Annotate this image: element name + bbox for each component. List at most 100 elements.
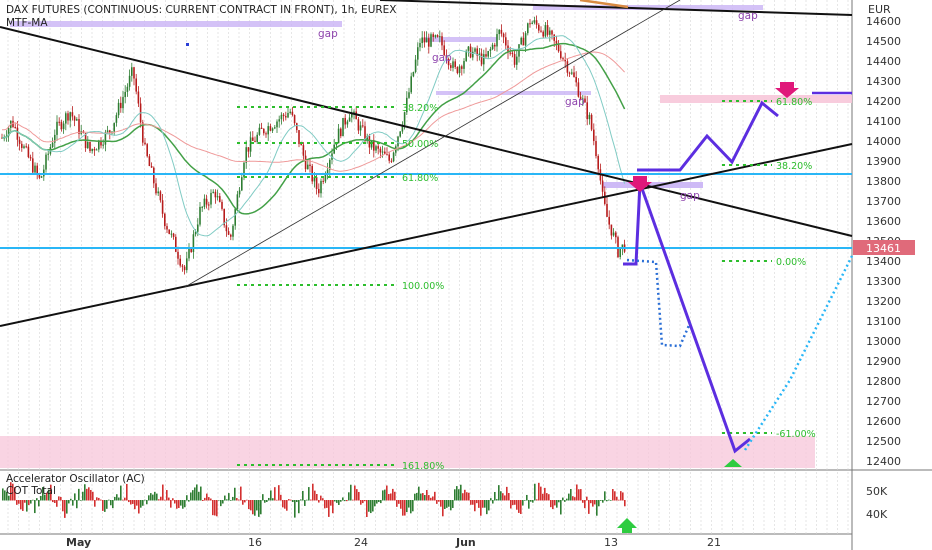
candle-body — [157, 191, 159, 194]
oscillator-bar — [212, 500, 214, 516]
candle-body — [344, 118, 346, 125]
candle-body — [25, 146, 27, 148]
oscillator-bar — [338, 500, 340, 505]
oscillator-bar — [174, 500, 176, 504]
oscillator-bar — [230, 500, 232, 501]
candle-body — [197, 224, 199, 232]
time-axis: May 16 24 Jun 13 21 — [66, 536, 721, 549]
price-axis-tick: 13600 — [866, 215, 901, 228]
candle-body — [214, 191, 217, 198]
oscillator-bar — [266, 500, 268, 502]
oscillator-bar — [518, 500, 520, 513]
oscillator-bar — [588, 500, 590, 514]
candle-body — [285, 116, 287, 118]
oscillator-bar — [602, 500, 604, 503]
candle-body — [186, 258, 188, 271]
price-axis-background — [852, 0, 932, 550]
oscillator-bar — [192, 490, 194, 501]
oscillator-bar — [58, 496, 60, 501]
candle-body — [188, 248, 190, 259]
oscillator-bar — [92, 491, 94, 501]
oscillator-bar — [8, 495, 10, 501]
oscillator-bar — [400, 500, 402, 509]
last-price-badge[interactable] — [853, 240, 915, 255]
gap-label: gap — [565, 96, 585, 108]
candle-body — [443, 45, 445, 56]
oscillator-bar — [286, 500, 288, 511]
oscillator-bar — [600, 500, 602, 501]
fib-retracement[interactable]: 38.20% 50.00% 61.80% 100.00% 161.80% — [237, 103, 444, 472]
oscillator-bar — [190, 492, 192, 501]
oscillator-bar — [440, 500, 442, 507]
oscillator-bar — [420, 493, 422, 501]
oscillator-bar — [236, 498, 238, 501]
oscillator-bar — [474, 500, 476, 512]
oscillator-bar — [330, 500, 332, 506]
oscillator-bar — [350, 484, 352, 501]
oscillator-bar — [356, 489, 358, 501]
candle-body — [505, 37, 507, 46]
candle-body — [241, 177, 243, 191]
oscillator-bar — [222, 500, 224, 504]
gap-box — [603, 182, 703, 188]
oscillator-bar — [408, 500, 410, 508]
candle-body — [126, 86, 129, 92]
price-axis-tick: 13300 — [866, 275, 901, 288]
candle-body — [392, 152, 395, 162]
time-axis-label: 24 — [354, 536, 368, 549]
candle-body — [500, 29, 503, 34]
oscillator-bar — [50, 484, 52, 501]
candle-body — [432, 34, 434, 37]
oscillator-bar — [282, 500, 284, 508]
candle-body — [221, 201, 223, 209]
gap-box — [10, 21, 342, 27]
oscillator-bar — [234, 487, 236, 501]
price-axis-tick: 13200 — [866, 295, 901, 308]
candle-body — [533, 20, 536, 23]
oscillator-bar — [94, 500, 96, 507]
price-axis-tick: 14100 — [866, 115, 901, 128]
ascending-trendline[interactable] — [0, 143, 853, 327]
oscillator-bar — [342, 497, 344, 501]
candle-body — [23, 146, 25, 148]
oscillator-bar — [396, 500, 398, 507]
upper-trendline[interactable] — [379, 0, 853, 16]
oscillator-bar — [142, 500, 144, 506]
projected-path-up[interactable] — [637, 100, 779, 172]
fib-projection[interactable]: 61.80% 38.20% 0.00% -61.00% — [722, 97, 816, 440]
oscillator-bar — [360, 500, 362, 505]
candle-body — [135, 78, 137, 92]
oscillator-bar — [442, 500, 444, 517]
candle-body — [527, 23, 529, 34]
oscillator-bar — [516, 500, 518, 510]
candle-body — [357, 119, 360, 131]
candle-body — [322, 180, 324, 182]
oscillator-bar — [386, 485, 388, 501]
time-axis-label: 13 — [604, 536, 618, 549]
oscillator-bar — [402, 500, 404, 516]
oscillator-bar — [42, 487, 44, 501]
oscillator-bar — [410, 500, 412, 514]
oscillator-bar — [616, 496, 618, 501]
candle-body — [450, 65, 452, 68]
trend-lines[interactable] — [0, 0, 853, 327]
oscillator-bar — [240, 486, 242, 501]
descending-trendline[interactable] — [0, 26, 853, 237]
oscillator-bar — [74, 493, 76, 501]
oscillator-bar — [162, 484, 164, 501]
oscillator-bar — [270, 490, 272, 501]
oscillator-bar — [76, 500, 78, 509]
channel-trendline[interactable] — [184, 0, 681, 288]
fib-level-label: 38.20% — [402, 103, 438, 114]
oscillator-bar — [120, 485, 122, 501]
candle-body — [282, 114, 285, 117]
price-axis-tick: 12800 — [866, 375, 901, 388]
oscillator-bar — [296, 500, 298, 503]
oscillator-bar — [52, 500, 54, 503]
fib-level-label: 61.80% — [402, 173, 438, 184]
candle-body — [436, 35, 439, 37]
oscillator-bar — [144, 499, 146, 501]
candle-body — [87, 141, 89, 149]
oscillator-bar — [598, 500, 600, 507]
